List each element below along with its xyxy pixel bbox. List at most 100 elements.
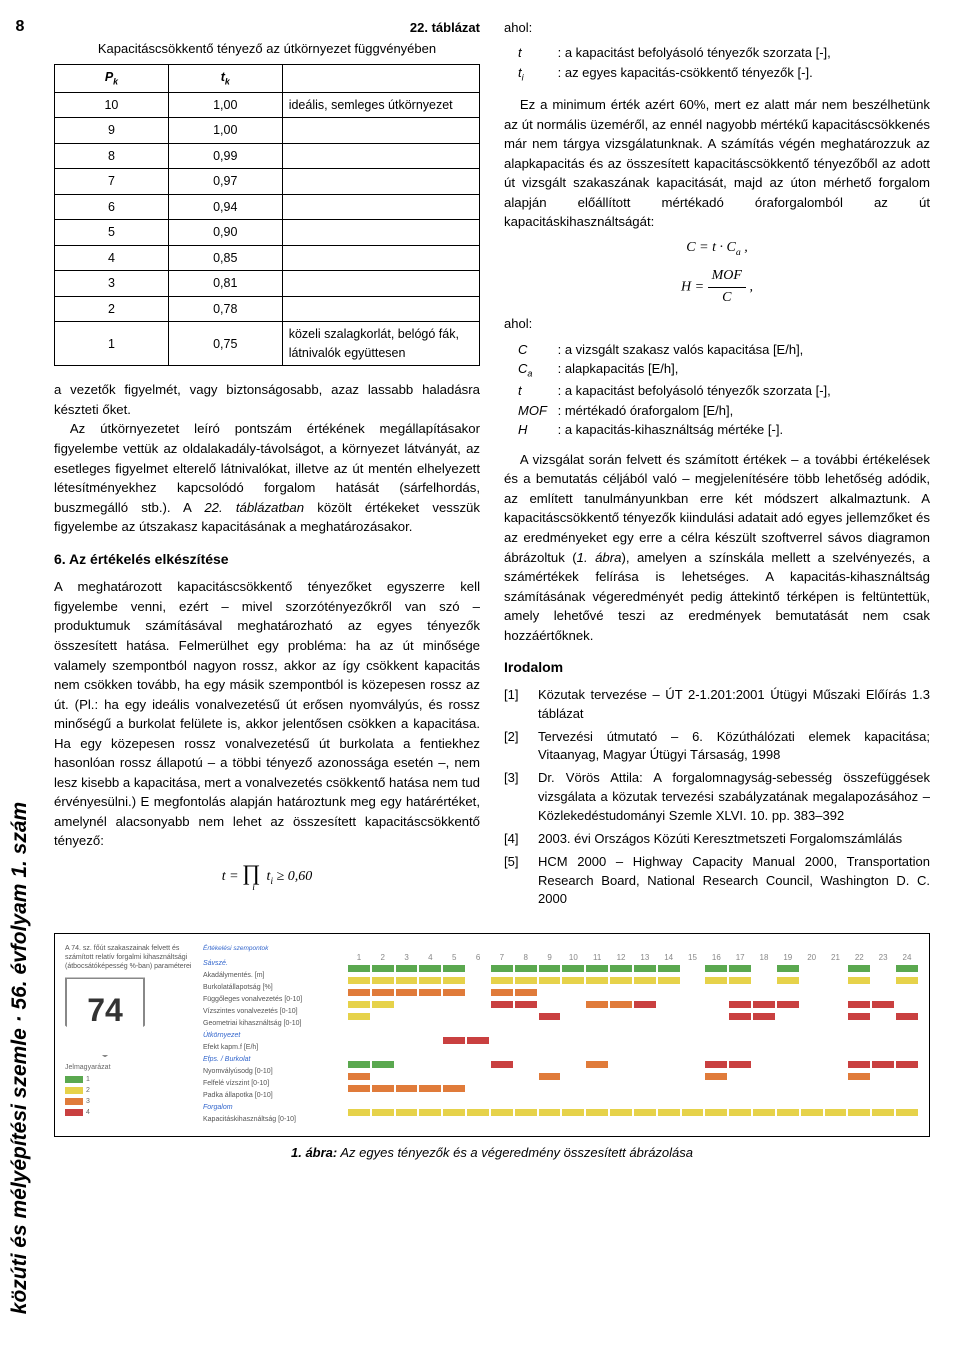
legend-item: 2 — [65, 1086, 195, 1095]
table-head-tk: tk — [168, 65, 282, 92]
figure-bar — [705, 1109, 727, 1116]
figure-col-number: 10 — [561, 953, 585, 962]
figure-bar — [896, 1061, 918, 1068]
figure-bar — [729, 1001, 751, 1008]
figure-bar — [443, 1109, 465, 1116]
legend-item: 3 — [65, 1097, 195, 1106]
content-area: 22. táblázat Kapacitáscsökkentő tényező … — [40, 0, 960, 1358]
figure-bar — [348, 965, 370, 972]
figure-bar — [491, 1001, 513, 1008]
figure-col-number: 24 — [895, 953, 919, 962]
table-number: 22. táblázat — [54, 18, 480, 37]
figure-col-number: 3 — [395, 953, 419, 962]
figure-bar — [658, 1109, 680, 1116]
figure-bar — [491, 1109, 513, 1116]
figure-row-label: Padka állapotka [0-10] — [203, 1090, 343, 1102]
table-head-pk: Pk — [55, 65, 169, 92]
page-number: 8 — [16, 18, 25, 36]
figure-bar — [515, 1001, 537, 1008]
figure-bar-row — [347, 998, 919, 1010]
figure-bar — [562, 965, 584, 972]
figure-bar — [658, 965, 680, 972]
figure-bar — [348, 977, 370, 984]
figure-bar — [443, 977, 465, 984]
road-number: 74 — [87, 990, 123, 1032]
table-row: 91,00 — [55, 118, 480, 144]
figure-col-number: 16 — [704, 953, 728, 962]
formula-product: t = ∏i ti ≥ 0,60 — [54, 857, 480, 890]
figure-bar — [896, 1109, 918, 1116]
figure-bar — [419, 1085, 441, 1092]
reference-item: [1]Közutak tervezése – ÚT 2-1.201:2001 Ú… — [504, 686, 930, 724]
figure-bar — [396, 989, 418, 996]
figure-bar — [419, 977, 441, 984]
figure-bar — [777, 977, 799, 984]
figure-col-number: 12 — [609, 953, 633, 962]
figure-row-label: Burkolatállapotság [%] — [203, 982, 343, 994]
figure-bar-row — [347, 962, 919, 974]
figure-col-number: 2 — [371, 953, 395, 962]
figure-bar — [348, 989, 370, 996]
left-p1: a vezetők figyelmét, vagy biztonságosabb… — [54, 380, 480, 419]
figure-caption: 1. ábra: Az egyes tényezők és a végeredm… — [54, 1145, 930, 1160]
figure-bar — [539, 1073, 561, 1080]
figure-col-number: 13 — [633, 953, 657, 962]
figure-bar — [682, 1109, 704, 1116]
figure-bar — [634, 1109, 656, 1116]
figure-bar — [396, 1109, 418, 1116]
figure-bar — [515, 965, 537, 972]
figure-bar — [372, 977, 394, 984]
figure-bar — [348, 1001, 370, 1008]
legend-item: 1 — [65, 1075, 195, 1084]
figure-bar — [396, 965, 418, 972]
figure-bar — [467, 1037, 489, 1044]
figure-bar — [872, 1109, 894, 1116]
figure-row-label: Vízszintes vonalvezetés [0-10] — [203, 1006, 343, 1018]
figure-bar — [539, 1013, 561, 1020]
figure-bar-row — [347, 1046, 919, 1058]
figure-bar — [896, 977, 918, 984]
figure-col-number: 20 — [800, 953, 824, 962]
figure-bar — [848, 1061, 870, 1068]
figure-chart-area: Értékelési szempontok Sávszé.Akadályment… — [203, 944, 919, 1125]
figure-bar — [419, 1109, 441, 1116]
table-row: 70,97 — [55, 169, 480, 195]
figure-legend: Jelmagyarázat 1234 — [65, 1063, 195, 1116]
figure-bar — [586, 1061, 608, 1068]
figure-bar — [443, 1085, 465, 1092]
figure-bar — [539, 965, 561, 972]
formula-h: H = MOFC , — [504, 266, 930, 308]
figure-row-label: Sávszé. — [203, 958, 343, 970]
reference-item: [4]2003. évi Országos Közúti Keresztmets… — [504, 830, 930, 849]
figure-col-number: 9 — [538, 953, 562, 962]
reference-item: [3]Dr. Vörös Attila: A forgalomnagyság-s… — [504, 769, 930, 826]
figure-bar — [705, 977, 727, 984]
figure-bar — [348, 1073, 370, 1080]
figure-bar — [467, 1109, 489, 1116]
figure-col-number: 4 — [418, 953, 442, 962]
figure-1-box: A 74. sz. főút szakaszainak felvett és s… — [54, 933, 930, 1136]
figure-bar — [777, 1001, 799, 1008]
figure-bar — [586, 1109, 608, 1116]
figure-col-number: 7 — [490, 953, 514, 962]
figure-bar — [729, 1013, 751, 1020]
figure-bar — [777, 965, 799, 972]
figure-bar-row — [347, 1094, 919, 1106]
figure-bar — [396, 977, 418, 984]
figure-col-number: 18 — [752, 953, 776, 962]
figure-bar — [753, 1109, 775, 1116]
figure-bar — [848, 1001, 870, 1008]
figure-bar — [848, 977, 870, 984]
table-row: 101,00ideális, semleges útkörnyezet — [55, 92, 480, 118]
figure-bar — [586, 965, 608, 972]
figure-bar — [801, 1109, 823, 1116]
legend-label: Jelmagyarázat — [65, 1063, 195, 1072]
left-p2: Az útkörnyezetet leíró pontszám értékéne… — [54, 419, 480, 536]
ahol-1: ahol: — [504, 18, 930, 37]
figure-bar-row — [347, 1010, 919, 1022]
figure-bar-row — [347, 1058, 919, 1070]
figure-bar — [634, 977, 656, 984]
figure-bar — [896, 1013, 918, 1020]
figure-bar — [372, 1001, 394, 1008]
figure-bars: 123456789101112131415161718192021222324 — [347, 944, 919, 1125]
